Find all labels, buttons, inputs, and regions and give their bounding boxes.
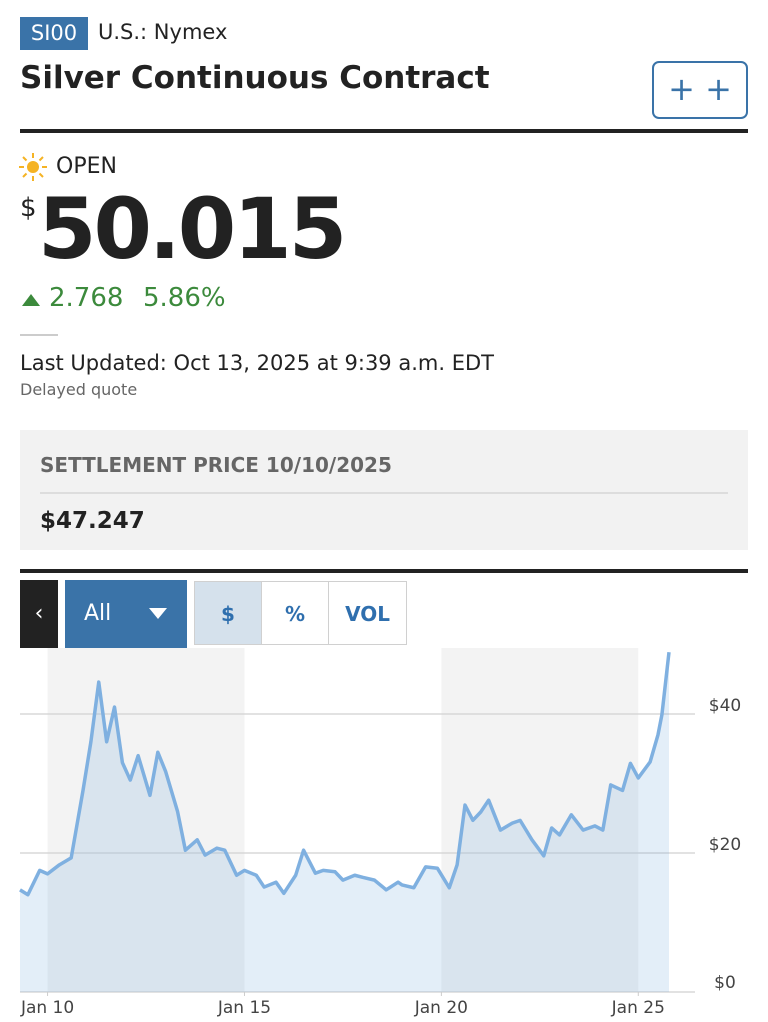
watchlist-button[interactable]: + +	[652, 61, 748, 119]
back-button[interactable]: ‹	[20, 580, 58, 648]
mode-button[interactable]: %	[261, 581, 329, 645]
divider	[20, 569, 748, 573]
delay-note: Delayed quote	[20, 380, 138, 399]
sun-icon	[19, 153, 47, 181]
range-dropdown[interactable]: All	[65, 580, 187, 648]
line	[19, 651, 671, 897]
x-tick-label: Jan 10	[20, 998, 74, 1018]
mode-button[interactable]: VOL	[328, 581, 407, 645]
title: Silver Continuous Contract	[20, 60, 490, 96]
up-arrow	[22, 294, 40, 306]
market-status: OPEN	[56, 154, 117, 179]
last-updated: Last Updated: Oct 13, 2025 at 9:39 a.m. …	[20, 351, 494, 375]
divider	[20, 129, 748, 133]
settlement-value: $47.247	[40, 508, 145, 534]
mode-button[interactable]: $	[194, 581, 262, 645]
change: 2.768	[49, 283, 124, 313]
symbol-badge: SI00	[20, 17, 88, 50]
area	[20, 652, 669, 992]
y-tick-label: $0	[714, 973, 736, 993]
settlement-label: SETTLEMENT PRICE 10/10/2025	[40, 453, 392, 477]
range-label: All	[84, 601, 112, 626]
x-tick-label: Jan 20	[414, 998, 468, 1018]
x-tick-label: Jan 25	[611, 998, 665, 1018]
chart: $0 $20 $40 Jan 10 Jan 15 Jan 20 Jan 25	[19, 648, 741, 1018]
band	[47, 648, 245, 992]
dropdown-caret	[149, 608, 167, 619]
y-tick-label: $20	[709, 835, 741, 855]
divider	[40, 492, 728, 494]
price: 50.015	[38, 180, 347, 278]
x-tick-label: Jan 15	[217, 998, 271, 1018]
change-percent: 5.86%	[143, 283, 226, 313]
divider	[20, 334, 58, 336]
y-tick-label: $40	[709, 696, 741, 716]
currency-symbol: $	[20, 193, 37, 223]
exchange: U.S.: Nymex	[98, 20, 228, 44]
settlement-panel: SETTLEMENT PRICE 10/10/2025 $47.247	[20, 430, 748, 550]
